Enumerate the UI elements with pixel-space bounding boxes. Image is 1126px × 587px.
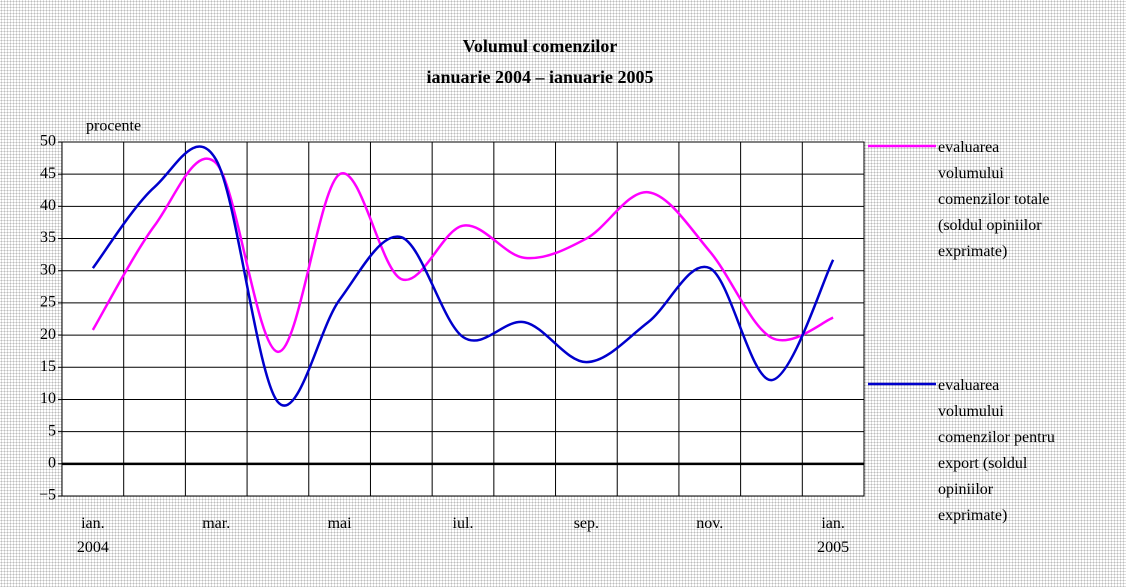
chart-subtitle: ianuarie 2004 – ianuarie 2005 <box>426 67 653 87</box>
x-tick-label: mar. <box>202 515 231 532</box>
legend-label: evaluarea volumului comenzilor totale (s… <box>938 139 1050 260</box>
y-tick-label: 35 <box>40 229 56 246</box>
x-tick-label: iul. <box>452 515 474 532</box>
y-tick-label: 5 <box>48 422 56 439</box>
series-line <box>91 157 834 354</box>
y-tick-label: 25 <box>40 294 56 311</box>
chart-title: Volumul comenzilor <box>463 36 618 56</box>
series-line <box>91 145 835 407</box>
x-tick-label: nov. <box>696 515 724 532</box>
y-tick-label: 0 <box>48 454 56 471</box>
x-tick-label: ian. 2004 <box>76 515 109 556</box>
y-tick-label: 15 <box>40 358 56 375</box>
x-tick-label: ian. 2005 <box>817 515 850 556</box>
plot-area <box>61 141 865 497</box>
y-tick-label: −5 <box>39 487 56 504</box>
y-tick-label: 50 <box>40 133 56 150</box>
y-tick-label: 10 <box>40 390 56 407</box>
x-tick-label: sep. <box>573 515 600 532</box>
y-tick-label: 40 <box>40 197 56 214</box>
legend-label: evaluarea volumului comenzilor pentru ex… <box>938 377 1055 524</box>
y-tick-label: 20 <box>40 326 56 343</box>
y-axis-label: procente <box>86 118 141 135</box>
y-tick-label: 30 <box>40 261 56 278</box>
x-tick-label: mai <box>327 515 352 532</box>
y-tick-label: 45 <box>40 165 56 182</box>
